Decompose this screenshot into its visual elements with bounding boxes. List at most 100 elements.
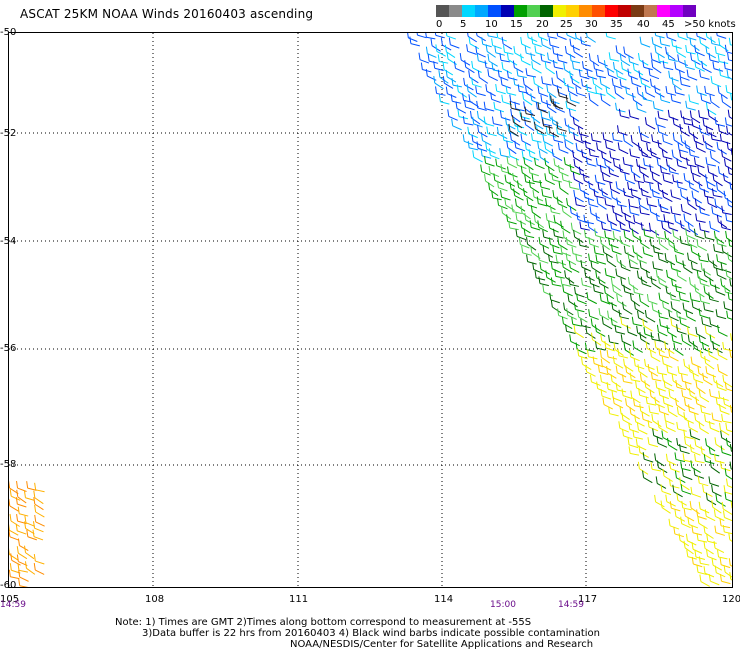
wind-barb bbox=[663, 363, 673, 368]
wind-barb bbox=[566, 107, 577, 112]
wind-barb bbox=[676, 158, 679, 166]
wind-barb bbox=[586, 292, 589, 300]
colorbar-segment bbox=[540, 5, 553, 17]
wind-barb bbox=[688, 259, 698, 265]
wind-barb bbox=[564, 118, 567, 126]
wind-barb bbox=[573, 158, 576, 166]
wind-barb bbox=[664, 67, 674, 71]
wind-barb bbox=[724, 179, 732, 186]
wind-barb bbox=[631, 228, 634, 236]
wind-barb bbox=[700, 212, 710, 217]
wind-barb bbox=[564, 270, 567, 278]
wind-barb bbox=[455, 101, 458, 109]
wind-barb bbox=[694, 474, 705, 479]
wind-barb bbox=[637, 364, 640, 372]
wind-barb bbox=[642, 470, 645, 478]
wind-barb bbox=[663, 402, 674, 408]
wind-barb bbox=[696, 52, 699, 61]
wind-barb bbox=[671, 100, 682, 104]
colorbar-label: 20 bbox=[536, 19, 549, 30]
wind-barb bbox=[666, 269, 669, 277]
wind-barb bbox=[568, 300, 578, 308]
wind-barb bbox=[730, 501, 732, 509]
wind-barb bbox=[602, 245, 605, 253]
wind-barb bbox=[712, 506, 722, 514]
wind-barb bbox=[676, 406, 679, 415]
wind-barb bbox=[728, 59, 732, 62]
wind-barb bbox=[33, 521, 36, 529]
wind-barb bbox=[717, 35, 727, 39]
wind-barb bbox=[619, 53, 622, 61]
wind-barb bbox=[547, 91, 557, 99]
wind-barb bbox=[659, 36, 662, 45]
wind-barb bbox=[698, 522, 708, 530]
wind-barb bbox=[456, 108, 467, 114]
wind-barb bbox=[573, 156, 583, 163]
wind-barb bbox=[595, 252, 605, 256]
wind-barb bbox=[438, 70, 441, 78]
wind-barb bbox=[613, 211, 623, 217]
wind-barb bbox=[680, 323, 690, 329]
wind-barb bbox=[649, 164, 652, 172]
wind-barb bbox=[699, 294, 702, 302]
wind-barb bbox=[707, 109, 717, 116]
wind-barb bbox=[663, 475, 673, 482]
wind-barb bbox=[648, 68, 651, 76]
wind-barb bbox=[598, 276, 601, 284]
wind-barb bbox=[574, 138, 584, 144]
wind-barb bbox=[9, 505, 19, 512]
wind-barb bbox=[650, 211, 660, 217]
wind-barb bbox=[436, 51, 446, 57]
wind-barb bbox=[714, 437, 717, 445]
wind-barb bbox=[704, 275, 714, 282]
wind-barb bbox=[487, 33, 489, 36]
wind-barb bbox=[545, 198, 548, 206]
wind-barb bbox=[599, 293, 602, 301]
wind-barb bbox=[630, 212, 640, 216]
wind-barb bbox=[699, 508, 710, 514]
lon-label-114: 114 bbox=[434, 594, 454, 605]
wind-barb bbox=[671, 268, 681, 273]
wind-barb bbox=[527, 261, 537, 265]
wind-barb bbox=[625, 365, 628, 373]
wind-barb bbox=[637, 461, 640, 469]
wind-barb bbox=[712, 260, 715, 268]
wind-barb bbox=[23, 490, 26, 498]
wind-barb bbox=[729, 349, 732, 357]
wind-barb bbox=[643, 253, 654, 257]
wind-barb bbox=[530, 93, 533, 101]
wind-barb bbox=[636, 387, 646, 394]
wind-barb bbox=[704, 509, 707, 517]
wind-barb bbox=[688, 404, 691, 412]
wind-barb bbox=[620, 171, 630, 175]
wind-barb bbox=[669, 116, 679, 121]
wind-barb bbox=[612, 230, 615, 238]
wind-barb bbox=[626, 93, 636, 98]
wind-barb bbox=[675, 254, 678, 262]
wind-barb bbox=[605, 140, 607, 148]
wind-barb bbox=[694, 453, 697, 462]
wind-barb bbox=[524, 142, 527, 150]
wind-barb bbox=[636, 270, 639, 278]
wind-barb bbox=[592, 61, 595, 69]
wind-barb bbox=[628, 446, 631, 454]
wind-barb bbox=[590, 283, 600, 288]
wind-barb bbox=[518, 187, 528, 194]
wind-barb bbox=[671, 149, 674, 157]
wind-barb bbox=[9, 489, 12, 497]
wind-barb bbox=[517, 130, 528, 136]
wind-barb bbox=[676, 51, 687, 58]
colorbar-segment bbox=[579, 5, 592, 17]
wind-barb bbox=[568, 90, 578, 97]
wind-barb bbox=[9, 513, 12, 522]
wind-barb bbox=[577, 348, 580, 356]
wind-barb bbox=[528, 149, 531, 157]
wind-barb bbox=[632, 245, 635, 253]
wind-barb bbox=[610, 221, 613, 229]
wind-barb bbox=[477, 147, 488, 152]
wind-barb bbox=[638, 294, 641, 302]
wind-barb bbox=[452, 125, 462, 131]
wind-barb bbox=[686, 69, 689, 77]
wind-barb bbox=[480, 148, 483, 156]
wind-barb bbox=[703, 348, 713, 354]
